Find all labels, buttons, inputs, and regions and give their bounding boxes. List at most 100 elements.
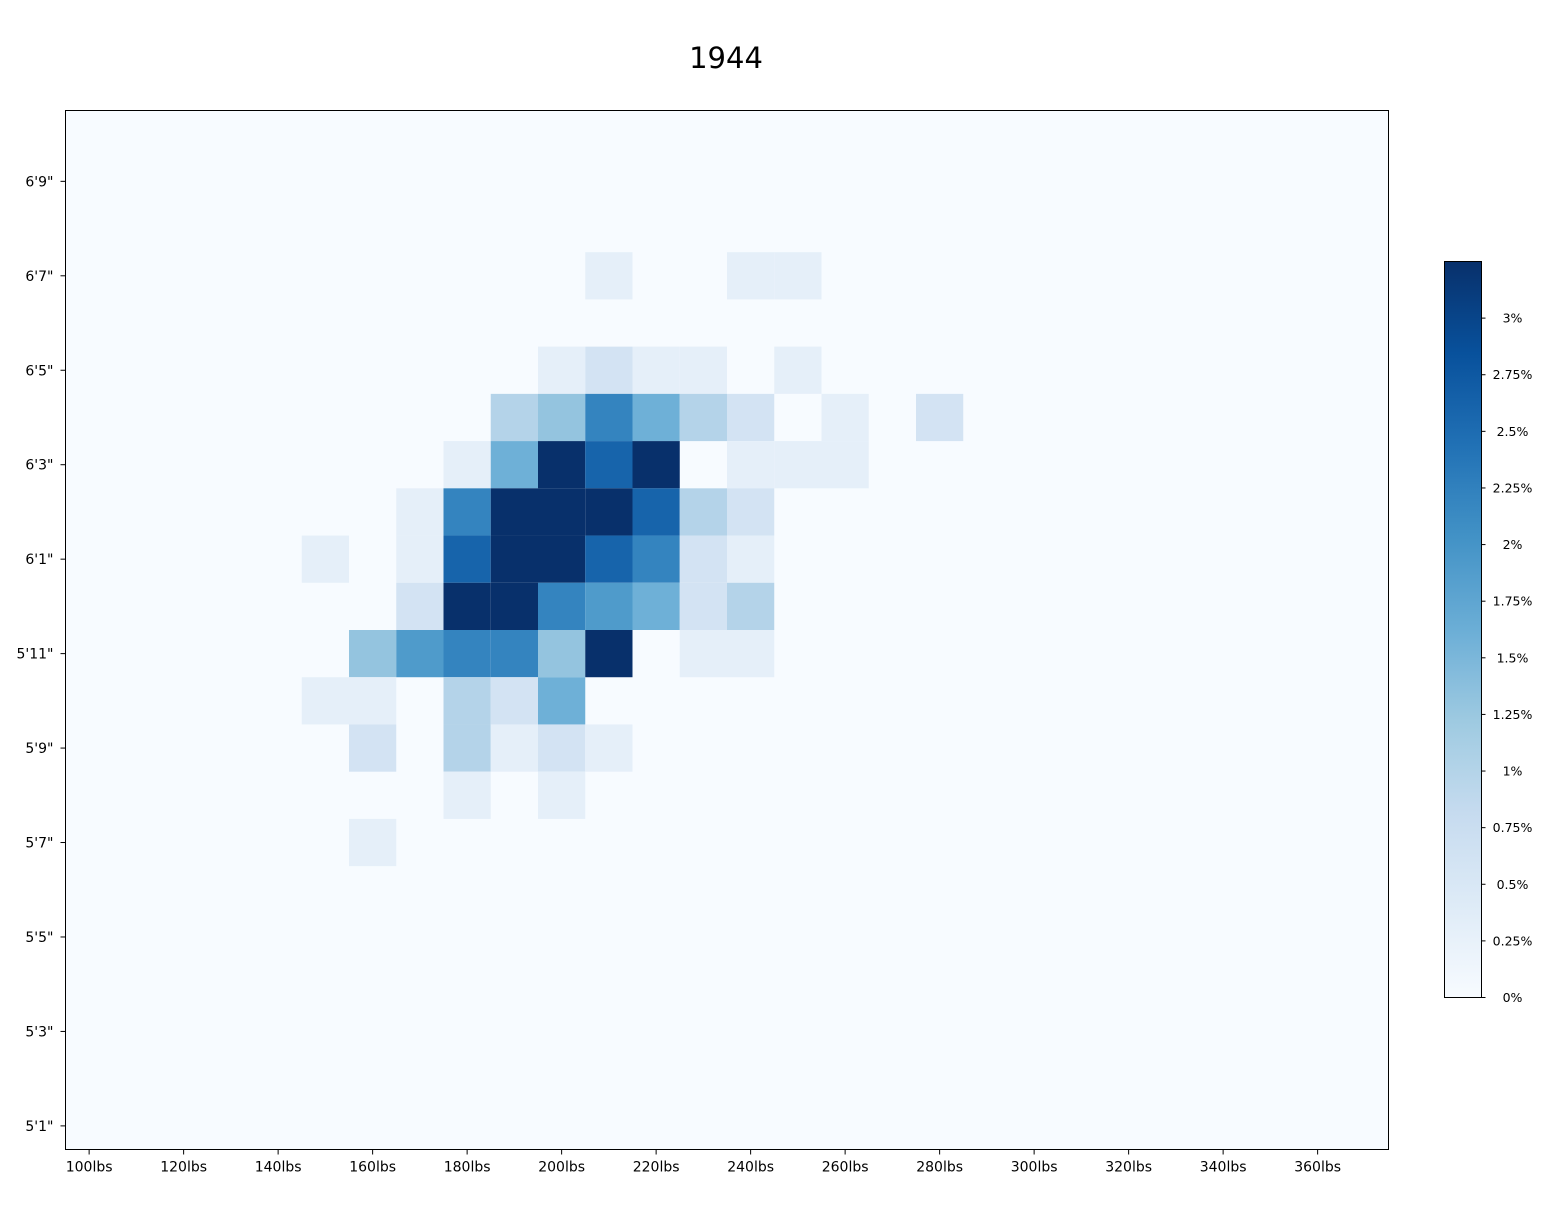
heatmap-cell: [585, 252, 633, 300]
x-tick-label: 240lbs: [727, 1160, 774, 1176]
x-tick-label: 280lbs: [916, 1160, 963, 1176]
heatmap-cell: [538, 771, 586, 819]
y-tick-label: 6'1": [25, 552, 53, 568]
heatmap-cell: [443, 488, 491, 536]
heatmap-cell: [349, 630, 397, 678]
y-tick-label: 6'9": [25, 174, 53, 190]
heatmap-cell: [538, 488, 586, 536]
heatmap-cell: [538, 724, 586, 772]
heatmap-cell: [585, 393, 633, 442]
heatmap-cell: [585, 488, 633, 536]
heatmap-cell: [679, 393, 727, 442]
heatmap-cell: [396, 630, 444, 678]
heatmap-cell: [585, 535, 633, 583]
y-tick-label: 5'11": [16, 647, 53, 663]
y-tick-label: 5'3": [25, 1024, 53, 1040]
heatmap-cell: [490, 535, 538, 583]
heatmap-cell: [632, 582, 680, 630]
heatmap-cell: [301, 677, 349, 725]
heatmap-cell: [301, 535, 349, 583]
x-tick-label: 180lbs: [444, 1160, 491, 1176]
heatmap-cell: [632, 441, 680, 489]
heatmap-cell: [585, 346, 633, 394]
heatmap-cell: [538, 441, 586, 489]
colorbar-tick-label: 2.75%: [1493, 367, 1533, 382]
x-tick-label: 100lbs: [66, 1160, 113, 1176]
colorbar-tick-label: 1.25%: [1493, 707, 1533, 722]
heatmap-cell: [490, 677, 538, 725]
heatmap-cell: [774, 441, 822, 489]
heatmap-cell: [727, 441, 775, 489]
heatmap-cell: [727, 252, 775, 300]
x-tick-label: 140lbs: [255, 1160, 302, 1176]
heatmap-cell: [443, 630, 491, 678]
heatmap-cell: [632, 488, 680, 536]
heatmap-cell: [443, 677, 491, 725]
heatmap-cell: [774, 252, 822, 300]
heatmap-cell: [679, 630, 727, 678]
heatmap-cells: [301, 252, 964, 867]
heatmap-cell: [349, 677, 397, 725]
colorbar-tick-label: 1.75%: [1493, 594, 1533, 609]
heatmap-cell: [585, 630, 633, 678]
heatmap-cell: [349, 818, 397, 867]
x-tick-label: 200lbs: [538, 1160, 585, 1176]
heatmap-cell: [538, 582, 586, 630]
heatmap-cell: [727, 393, 775, 442]
y-tick-label: 6'3": [25, 458, 53, 474]
heatmap-cell: [490, 393, 538, 442]
colorbar-tick-label: 0.25%: [1493, 933, 1533, 948]
heatmap-cell: [396, 582, 444, 630]
heatmap-cell: [585, 724, 633, 772]
heatmap-cell: [727, 630, 775, 678]
heatmap-cell: [679, 488, 727, 536]
heatmap-cell: [585, 441, 633, 489]
heatmap-cell: [538, 630, 586, 678]
x-axis: 100lbs 120lbs 140lbs 160lbs 180lbs 200lbs 220l…: [66, 1149, 1341, 1176]
heatmap-cell: [632, 346, 680, 394]
heatmap-cell: [396, 535, 444, 583]
x-tick-label: 300lbs: [1011, 1160, 1058, 1176]
y-tick-label: 5'5": [25, 930, 53, 946]
colorbar-tick-label: 2.25%: [1493, 480, 1533, 495]
heatmap-cell: [679, 535, 727, 583]
y-tick-label: 5'7": [25, 836, 53, 852]
colorbar-tick-label: 0.5%: [1497, 877, 1529, 892]
x-tick-label: 340lbs: [1200, 1160, 1247, 1176]
chart-title: 1944: [689, 41, 763, 75]
heatmap-cell: [538, 535, 586, 583]
x-tick-label: 360lbs: [1294, 1160, 1341, 1176]
y-tick-label: 6'5": [25, 363, 53, 379]
heatmap-cell: [443, 724, 491, 772]
heatmap-cell: [538, 346, 586, 394]
heatmap-cell: [490, 724, 538, 772]
colorbar-tick-label: 1%: [1503, 764, 1523, 779]
colorbar-tick-label: 2.5%: [1497, 424, 1529, 439]
heatmap-cell: [349, 724, 397, 772]
heatmap-cell: [632, 535, 680, 583]
heatmap-cell: [538, 677, 586, 725]
x-tick-label: 160lbs: [349, 1160, 396, 1176]
heatmap-cell: [396, 488, 444, 536]
colorbar-tick-label: 2%: [1503, 537, 1523, 552]
colorbar-tick-label: 0.75%: [1493, 820, 1533, 835]
heatmap-cell: [443, 771, 491, 819]
heatmap-cell: [490, 441, 538, 489]
x-tick-label: 220lbs: [633, 1160, 680, 1176]
heatmap-cell: [490, 488, 538, 536]
heatmap-cell: [585, 582, 633, 630]
heatmap-cell: [443, 535, 491, 583]
colorbar-tick-label: 3%: [1503, 311, 1523, 326]
colorbar-tick-label: 0%: [1503, 990, 1523, 1005]
heatmap-cell: [727, 582, 775, 630]
heatmap-cell: [727, 488, 775, 536]
y-tick-label: 5'9": [25, 741, 53, 757]
heatmap-cell: [490, 630, 538, 678]
heatmap-cell: [679, 346, 727, 394]
heatmap-cell: [538, 393, 586, 442]
x-tick-label: 120lbs: [160, 1160, 207, 1176]
colorbar: 0% 0.25% 0.5% 0.75% 1% 1.25% 1.5% 1.75% 2% 2.25% 2…: [1444, 261, 1533, 1005]
colorbar-gradient: [1444, 261, 1482, 998]
colorbar-tick-label: 1.5%: [1497, 650, 1529, 665]
